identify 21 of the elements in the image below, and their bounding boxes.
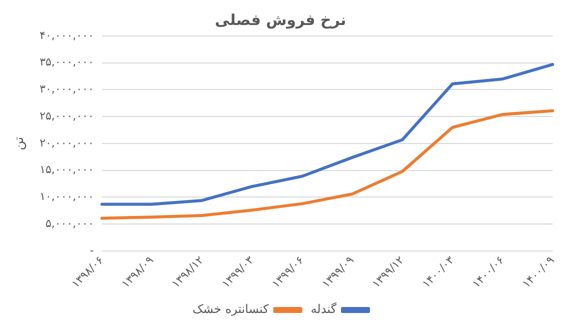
- x-tick-label: ۱۳۹۸/۰۹: [119, 254, 156, 290]
- x-tick-label: ۱۴۰۰/۰۹: [520, 254, 557, 290]
- x-tick-label: ۱۴۰۰/۰۶: [470, 254, 507, 290]
- x-tick-label: ۱۴۰۰/۰۳: [420, 254, 457, 290]
- x-tick-label: ۱۳۹۹/۰۳: [219, 254, 256, 290]
- chart-title: نرخ فروش فصلی: [214, 10, 346, 29]
- y-tick-label: ۱۵,۰۰۰,۰۰۰: [40, 163, 94, 176]
- x-tick-label: ۱۳۹۹/۱۲: [370, 254, 407, 290]
- legend-label: گندله: [310, 302, 337, 316]
- x-tick-label: ۱۳۹۸/۱۲: [169, 254, 206, 290]
- y-tick-label: ۲۵,۰۰۰,۰۰۰: [40, 109, 94, 122]
- y-tick-label: ۲۰,۰۰۰,۰۰۰: [40, 136, 94, 150]
- y-tick-label: ۵,۰۰۰,۰۰۰: [46, 216, 94, 230]
- y-axis-title: تن: [12, 136, 28, 150]
- y-tick-label: ۱۰,۰۰۰,۰۰۰: [40, 190, 94, 204]
- x-tick-label: ۱۳۹۹/۰۹: [320, 254, 357, 290]
- y-tick-label: ۳۵,۰۰۰,۰۰۰: [40, 56, 94, 69]
- legend-label: کنسانتره خشک: [192, 302, 270, 316]
- y-tick-label: ۴۰,۰۰۰,۰۰۰: [40, 28, 94, 42]
- x-tick-label: ۱۳۹۹/۰۶: [269, 254, 306, 290]
- y-tick-label: ۳۰,۰۰۰,۰۰۰: [40, 82, 94, 96]
